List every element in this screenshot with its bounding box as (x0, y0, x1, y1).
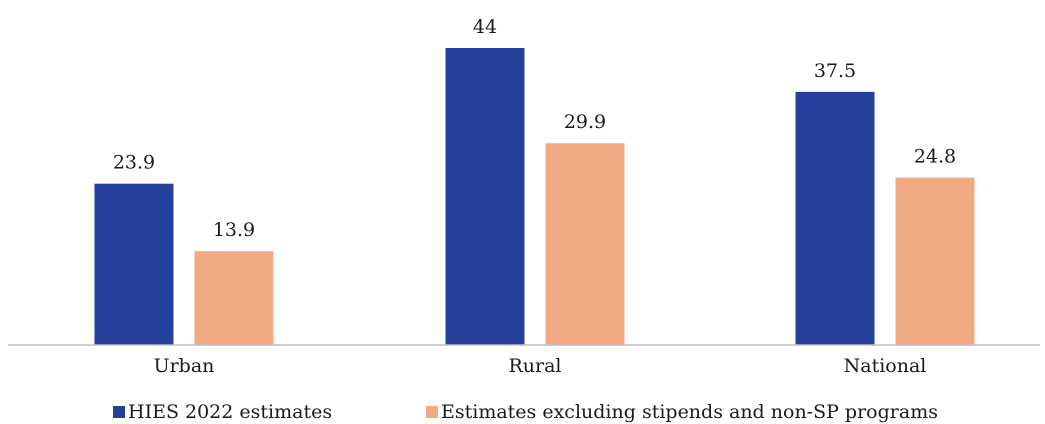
data-label-national-series-2: 24.8 (914, 146, 956, 168)
bar-national-series-2 (895, 177, 975, 345)
x-tick-label-urban: Urban (154, 355, 215, 377)
bar-rural-series-2 (545, 143, 625, 345)
legend-swatch-series-1 (113, 406, 125, 418)
data-label-national-series-1: 37.5 (814, 60, 856, 82)
x-tick-labels-layer: Urban Rural National (154, 355, 927, 377)
legend-swatch-series-2 (426, 406, 438, 418)
bar-national-series-1 (795, 91, 875, 346)
bar-rural-series-1 (445, 48, 525, 345)
bar-urban-series-2 (194, 251, 274, 345)
legend: HIES 2022 estimates Estimates excluding s… (113, 401, 938, 423)
data-label-rural-series-2: 29.9 (564, 111, 606, 133)
data-label-rural-series-1: 44 (473, 16, 497, 38)
legend-label-series-1: HIES 2022 estimates (128, 401, 332, 423)
x-tick-label-national: National (844, 355, 927, 377)
data-label-urban-series-1: 23.9 (113, 152, 155, 174)
data-labels-layer: 23.9 13.9 44 29.9 37.5 24.8 (113, 16, 956, 241)
bar-urban-series-1 (94, 183, 174, 345)
legend-label-series-2: Estimates excluding stipends and non-SP … (441, 401, 938, 423)
x-tick-label-rural: Rural (508, 355, 561, 377)
bars-layer (94, 48, 975, 346)
data-label-urban-series-2: 13.9 (213, 219, 255, 241)
